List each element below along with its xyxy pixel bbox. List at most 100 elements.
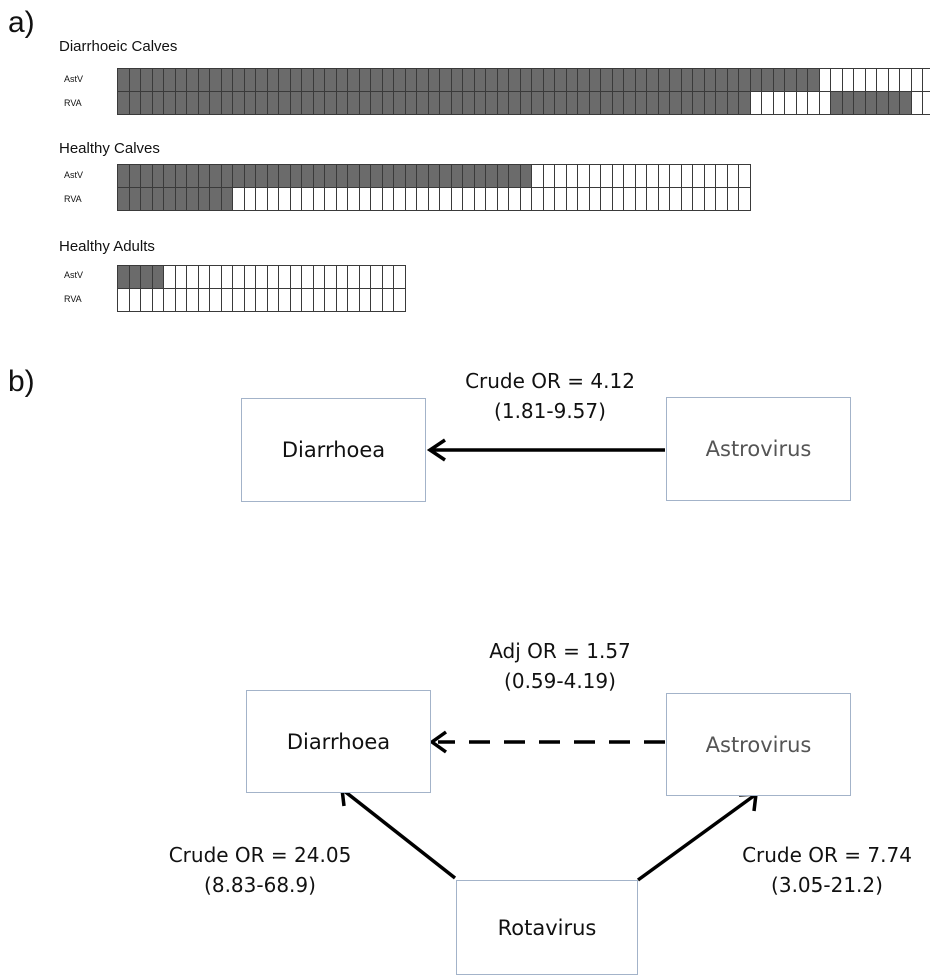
negative-sample-cell	[198, 266, 210, 289]
negative-sample-cell	[175, 266, 187, 289]
negative-sample-cell	[532, 165, 544, 188]
positive-sample-cell	[681, 92, 693, 115]
grid-row-astv	[117, 265, 406, 289]
positive-sample-cell	[624, 69, 636, 92]
negative-sample-cell	[141, 289, 153, 312]
negative-sample-cell	[382, 289, 394, 312]
positive-sample-cell	[739, 69, 751, 92]
negative-sample-cell	[164, 266, 176, 289]
negative-sample-cell	[819, 69, 831, 92]
positive-sample-cell	[256, 165, 268, 188]
negative-sample-cell	[693, 188, 705, 211]
negative-sample-cell	[256, 188, 268, 211]
arrow-rotavirus-to-diarrhoea	[341, 788, 457, 880]
arrowhead-top	[426, 438, 446, 462]
negative-sample-cell	[635, 188, 647, 211]
positive-sample-cell	[463, 165, 475, 188]
negative-sample-cell	[267, 266, 279, 289]
positive-sample-cell	[762, 69, 774, 92]
positive-sample-cell	[486, 165, 498, 188]
positive-sample-cell	[267, 165, 279, 188]
negative-sample-cell	[578, 165, 590, 188]
positive-sample-cell	[428, 69, 440, 92]
negative-sample-cell	[647, 188, 659, 211]
positive-sample-cell	[739, 92, 751, 115]
crude-or-astrovirus-value: Crude OR = 4.12	[465, 369, 635, 393]
negative-sample-cell	[405, 188, 417, 211]
negative-sample-cell	[601, 188, 613, 211]
positive-sample-cell	[118, 266, 130, 289]
positive-sample-cell	[566, 69, 578, 92]
positive-sample-cell	[359, 92, 371, 115]
negative-sample-cell	[555, 165, 567, 188]
negative-sample-cell	[716, 188, 728, 211]
group-title-healthy-calves: Healthy Calves	[59, 140, 160, 157]
positive-sample-cell	[141, 266, 153, 289]
positive-sample-cell	[532, 69, 544, 92]
negative-sample-cell	[497, 188, 509, 211]
node-astrovirus-bottom: Astrovirus	[666, 693, 851, 796]
row-label-astv: AstV	[64, 270, 84, 280]
negative-sample-cell	[808, 92, 820, 115]
positive-sample-cell	[865, 92, 877, 115]
adj-or-ci: (0.59-4.19)	[504, 669, 616, 693]
negative-sample-cell	[302, 188, 314, 211]
negative-sample-cell	[566, 188, 578, 211]
negative-sample-cell	[279, 289, 291, 312]
negative-sample-cell	[716, 165, 728, 188]
positive-sample-cell	[428, 165, 440, 188]
positive-sample-cell	[497, 69, 509, 92]
positive-sample-cell	[129, 266, 141, 289]
positive-sample-cell	[221, 165, 233, 188]
negative-sample-cell	[670, 165, 682, 188]
positive-sample-cell	[405, 165, 417, 188]
positive-sample-cell	[267, 92, 279, 115]
negative-sample-cell	[658, 188, 670, 211]
negative-sample-cell	[509, 188, 521, 211]
positive-sample-cell	[256, 69, 268, 92]
positive-sample-cell	[336, 69, 348, 92]
positive-sample-cell	[589, 69, 601, 92]
positive-sample-cell	[221, 188, 233, 211]
negative-sample-cell	[256, 289, 268, 312]
negative-sample-cell	[451, 188, 463, 211]
panel-a-letter: a)	[8, 6, 35, 39]
negative-sample-cell	[486, 188, 498, 211]
positive-sample-cell	[658, 92, 670, 115]
positive-sample-cell	[405, 92, 417, 115]
negative-sample-cell	[244, 289, 256, 312]
positive-sample-cell	[164, 69, 176, 92]
crude-or-rotavirus-diarrhoea-label: Crude OR = 24.05 (8.83-68.9)	[150, 840, 370, 900]
negative-sample-cell	[842, 69, 854, 92]
negative-sample-cell	[233, 188, 245, 211]
positive-sample-cell	[463, 69, 475, 92]
positive-sample-cell	[325, 165, 337, 188]
positive-sample-cell	[290, 165, 302, 188]
positive-sample-cell	[451, 165, 463, 188]
positive-sample-cell	[785, 69, 797, 92]
positive-sample-cell	[164, 188, 176, 211]
positive-sample-cell	[474, 69, 486, 92]
positive-sample-cell	[773, 69, 785, 92]
positive-sample-cell	[589, 92, 601, 115]
positive-sample-cell	[578, 92, 590, 115]
positive-sample-cell	[647, 92, 659, 115]
positive-sample-cell	[164, 165, 176, 188]
positive-sample-cell	[371, 69, 383, 92]
positive-sample-cell	[440, 165, 452, 188]
positive-sample-cell	[417, 165, 429, 188]
positive-sample-cell	[716, 92, 728, 115]
positive-sample-cell	[405, 69, 417, 92]
positive-sample-cell	[555, 92, 567, 115]
negative-sample-cell	[267, 289, 279, 312]
positive-sample-cell	[175, 92, 187, 115]
negative-sample-cell	[819, 92, 831, 115]
negative-sample-cell	[428, 188, 440, 211]
positive-sample-cell	[394, 165, 406, 188]
positive-sample-cell	[428, 92, 440, 115]
positive-sample-cell	[486, 69, 498, 92]
group-title-healthy-adults: Healthy Adults	[59, 238, 155, 255]
positive-sample-cell	[279, 165, 291, 188]
positive-sample-cell	[509, 165, 521, 188]
negative-sample-cell	[762, 92, 774, 115]
